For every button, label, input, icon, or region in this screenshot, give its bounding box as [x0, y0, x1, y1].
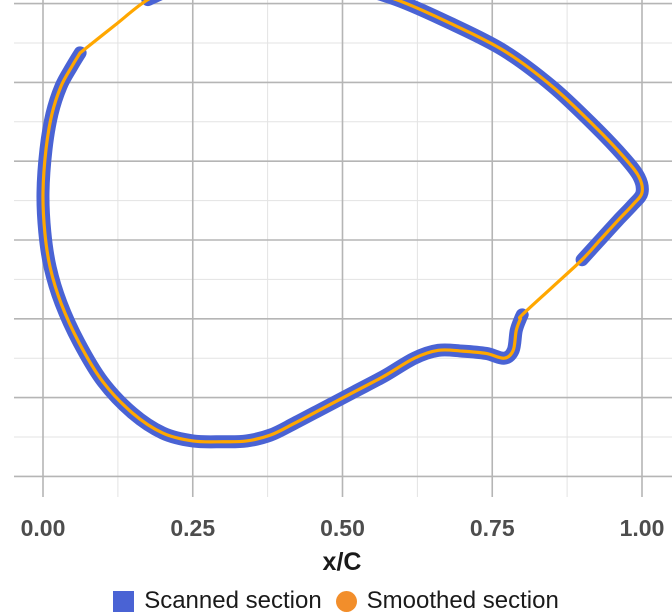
legend: Scanned section Smoothed section	[0, 586, 672, 616]
legend-item-scanned: Scanned section	[113, 587, 322, 615]
legend-label-smoothed: Smoothed section	[366, 587, 559, 614]
airfoil-chart: 0.00 0.25 0.50 0.75 1.00 x/C	[0, 0, 672, 585]
x-tick-label-2: 0.50	[320, 515, 365, 541]
x-tick-label-0: 0.00	[21, 515, 66, 541]
legend-item-smoothed: Smoothed section	[335, 587, 559, 615]
legend-key-smoothed	[335, 590, 357, 612]
x-tick-label-1: 0.25	[170, 515, 215, 541]
x-tick-labels: 0.00 0.25 0.50 0.75 1.00	[21, 515, 665, 541]
x-tick-label-3: 0.75	[470, 515, 515, 541]
smoothed-section-line	[41, 0, 644, 444]
legend-label-scanned: Scanned section	[144, 587, 322, 614]
x-axis-title: x/C	[323, 548, 362, 576]
x-tick-label-4: 1.00	[620, 515, 665, 541]
series-layer	[36, 0, 649, 449]
plot-background	[0, 0, 672, 585]
legend-key-scanned	[113, 590, 135, 612]
